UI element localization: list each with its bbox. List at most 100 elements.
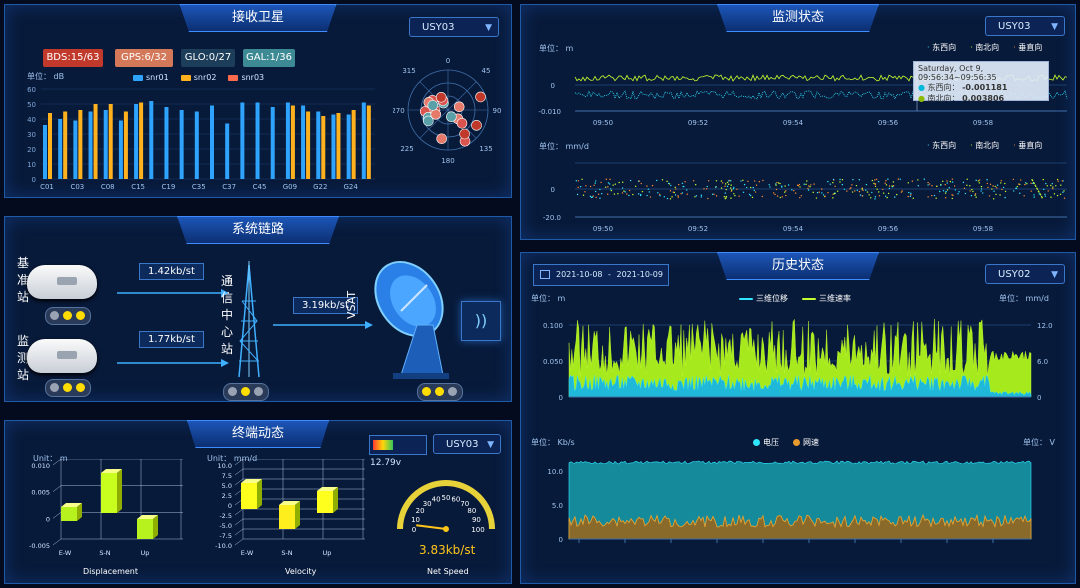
scatter-point (582, 194, 585, 196)
station-select-value: USY03 (422, 22, 455, 33)
scatter-point (936, 185, 938, 187)
scatter-point (874, 183, 876, 186)
scatter-point (733, 186, 735, 189)
scatter-point (666, 180, 668, 183)
scatter-point (720, 187, 723, 189)
scatter-point (666, 197, 669, 200)
date-range-picker[interactable]: 2021-10-08 - 2021-10-09 (533, 264, 669, 286)
scatter-point (672, 191, 675, 193)
skyplot-spoke (419, 109, 449, 139)
scatter-point (669, 198, 672, 200)
station-select[interactable]: USY03 ▼ (433, 434, 501, 454)
scatter-point (675, 188, 677, 190)
station-select[interactable]: USY03 ▼ (409, 17, 499, 37)
legend-item[interactable]: · 东西向 (927, 43, 957, 52)
legend-item[interactable]: snr02 (180, 73, 216, 82)
scatter-point (647, 188, 650, 190)
station-select[interactable]: USY03 ▼ (985, 16, 1065, 36)
satellite-marker (459, 128, 470, 140)
top-unit-right: 单位： mm/d (999, 294, 1049, 303)
wireless-signal-icon[interactable]: )) (461, 301, 501, 341)
scatter-point (677, 195, 679, 197)
scatter-point (1061, 180, 1064, 182)
history-network-chart: 10.0 5.0 0 (547, 460, 1032, 544)
x-tick-label: 09:56 (878, 225, 899, 233)
scatter-point (812, 191, 814, 194)
scatter-point (975, 196, 977, 198)
scatter-point (677, 196, 679, 198)
scatter-point (841, 179, 844, 181)
scatter-point (874, 185, 877, 187)
gauge-tick-label: 90 (472, 516, 481, 524)
y-tick-label: 50 (27, 101, 36, 109)
scatter-point (1004, 196, 1006, 199)
scatter-point (1033, 196, 1035, 198)
legend-item[interactable]: 三维速率 (802, 294, 851, 303)
satellite-marker (436, 133, 447, 145)
scatter-point (821, 188, 823, 190)
station-select[interactable]: USY02 ▼ (985, 264, 1065, 284)
bar-3d-side (333, 487, 338, 513)
skyplot-angle-label: 180 (441, 157, 454, 165)
scatter-point (684, 180, 686, 183)
legend-item[interactable]: 电压 (753, 438, 779, 447)
x-tick-label: C03 (70, 183, 84, 191)
scatter-point (940, 184, 942, 186)
legend-item[interactable]: snr01 (133, 73, 169, 82)
scatter-point (634, 185, 637, 188)
scatter-point (927, 196, 929, 198)
grid-line (52, 485, 62, 492)
legend-item[interactable]: · 东西向 (927, 141, 957, 150)
scatter-point (681, 182, 684, 185)
bar-3d-front (279, 505, 295, 529)
scatter-point (856, 189, 858, 191)
x-tick-label: E-W (59, 549, 72, 557)
scatter-point (646, 185, 648, 187)
scatter-point (629, 179, 632, 182)
scatter-point (646, 194, 648, 197)
legend-item[interactable]: · 南北向 (970, 43, 1000, 52)
x-tick-label: C45 (253, 183, 267, 191)
satellite-marker (471, 120, 482, 131)
grid-line (234, 518, 244, 526)
scatter-point (599, 188, 601, 191)
y-tick-label: 5.0 (552, 502, 563, 510)
history-panel: 历史状态 2021-10-08 - 2021-10-09 USY02 ▼ 单位：… (520, 252, 1076, 584)
scatter-point (768, 184, 770, 186)
legend-item[interactable]: · 垂直向 (1013, 141, 1043, 150)
y-tick-label: 0 (559, 394, 563, 402)
legend-item[interactable]: 三维位移 (739, 294, 788, 303)
scatter-point (942, 190, 945, 192)
scatter-point (1015, 187, 1017, 190)
bar-3d-side (295, 501, 300, 529)
scatter-point (674, 194, 677, 196)
chart-tooltip: Saturday, Oct 9, 09:56:34~09:56:35 ● 东西向… (913, 61, 1049, 103)
panel-title: 监测状态 (717, 4, 879, 32)
scatter-point (639, 194, 642, 197)
scatter-point (944, 197, 947, 199)
legend-item[interactable]: · 南北向 (970, 141, 1000, 150)
scatter-point (964, 192, 967, 195)
snr-bar (63, 111, 68, 179)
scatter-point (673, 191, 676, 194)
bar-unit-label: 单位： dB (27, 72, 65, 81)
scatter-point (1057, 180, 1059, 182)
legend-item[interactable]: · 垂直向 (1013, 43, 1043, 52)
legend-item[interactable]: 网速 (793, 438, 819, 447)
snr-bar (118, 120, 123, 179)
scatter-point (577, 180, 579, 182)
bar-3d-top (137, 515, 158, 519)
scatter-point (839, 181, 841, 183)
scatter-point (610, 188, 612, 190)
center-status-lights (223, 383, 269, 401)
scatter-point (775, 183, 777, 185)
scatter-point (612, 184, 614, 186)
snr-bar (48, 113, 52, 179)
scatter-point (810, 184, 812, 186)
scatter-point (854, 190, 856, 192)
scatter-point (707, 180, 710, 182)
scatter-point (933, 194, 936, 197)
scatter-point (592, 195, 594, 197)
legend-item[interactable]: snr03 (228, 73, 264, 82)
skyplot-angle-label: 225 (400, 145, 413, 153)
